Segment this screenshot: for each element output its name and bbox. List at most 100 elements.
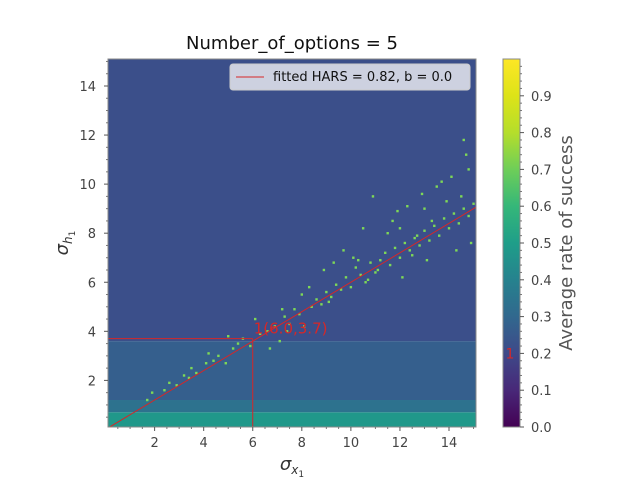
success-cell	[462, 138, 465, 142]
x-tick-label: 2	[150, 436, 158, 451]
success-cell	[217, 354, 220, 358]
colorbar-tick-label: 0.4	[531, 274, 552, 289]
colorbar-tick-label: 0.1	[531, 384, 552, 399]
background-band-3	[108, 59, 476, 342]
success-cell	[364, 281, 367, 284]
success-cell	[285, 330, 289, 333]
success-cell	[447, 227, 451, 230]
colorbar-tick-label: 0.8	[531, 127, 552, 142]
y-axis-label-subsub: 1	[68, 231, 78, 237]
y-axis-ticks: 2 4 6 8 10 12 14	[79, 60, 108, 418]
success-cell	[300, 293, 304, 296]
success-cell	[401, 276, 404, 279]
y-tick-label: 6	[88, 276, 96, 291]
success-cell	[425, 258, 429, 262]
success-cell	[406, 205, 409, 208]
fit-line-group	[108, 206, 476, 427]
y-axis-label-sub: h	[61, 236, 75, 244]
success-cell	[371, 195, 375, 198]
success-cell	[342, 249, 345, 252]
success-cell	[204, 362, 208, 365]
success-cell	[310, 305, 313, 308]
success-cell	[467, 168, 470, 171]
success-cell	[175, 384, 178, 387]
x-axis-label-main: σ	[280, 454, 292, 475]
success-cell	[330, 295, 333, 299]
success-cell	[273, 325, 277, 328]
success-cell	[369, 261, 372, 264]
success-cell	[428, 239, 431, 242]
success-cell	[236, 342, 240, 345]
success-cell	[254, 317, 257, 321]
x-tick-label: 4	[200, 436, 208, 451]
success-cell	[231, 347, 235, 350]
success-cell	[293, 308, 296, 311]
success-cell	[182, 374, 186, 377]
success-cell	[212, 359, 215, 362]
heatmap-background	[108, 59, 476, 427]
y-tick-label: 4	[88, 325, 96, 340]
success-cell	[455, 249, 458, 252]
success-cell	[320, 303, 323, 306]
success-cell	[423, 207, 426, 210]
success-cell	[150, 391, 154, 394]
success-cell	[469, 241, 473, 245]
colorbar-label: Average rate of success	[556, 135, 577, 350]
x-tick-label: 14	[441, 436, 458, 451]
success-cell	[403, 241, 407, 245]
success-cell	[195, 371, 198, 375]
colorbar-tick-label: 0.7	[531, 163, 552, 178]
success-cell	[283, 315, 286, 318]
background-band-0	[108, 412, 476, 427]
success-cell	[391, 219, 394, 223]
success-cell	[303, 325, 306, 328]
success-cell	[224, 362, 227, 365]
success-cell	[408, 249, 411, 252]
success-cell	[398, 227, 402, 230]
success-cell	[227, 335, 230, 338]
colorbar-marker-label: 1	[506, 346, 515, 362]
success-cell	[266, 330, 269, 333]
colorbar-tick-label: 0.6	[531, 200, 552, 215]
success-cell	[374, 271, 377, 274]
success-cell	[420, 192, 424, 196]
colorbar-tick-label: 0.9	[531, 90, 552, 105]
success-cell	[334, 283, 338, 286]
x-tick-label: 6	[249, 436, 257, 451]
legend: fitted HARS = 0.82, b = 0.0	[229, 63, 471, 91]
success-cell	[423, 229, 426, 232]
success-cell	[146, 398, 149, 402]
plot-frame	[107, 58, 477, 428]
chart-title: Number_of_options = 5	[186, 33, 398, 54]
success-cell	[268, 347, 272, 350]
success-cell	[258, 332, 262, 335]
annotation-label: 1(6.0,3.7)	[254, 320, 328, 338]
x-axis-label-sub: x	[290, 463, 299, 477]
success-cell	[249, 344, 252, 348]
fit-line	[108, 206, 476, 427]
success-cell	[354, 266, 357, 269]
success-cell	[430, 219, 434, 223]
x-axis-ticks: 2 4 6 8 10 12 14	[117, 427, 475, 451]
success-cell	[467, 214, 470, 218]
success-cell	[278, 339, 281, 343]
annotation-guides: 1(6.0,3.7)	[108, 320, 327, 427]
success-cell	[332, 261, 335, 264]
success-cell	[438, 234, 441, 237]
success-cell	[384, 251, 387, 255]
colorbar-ticks: 0.0 0.1 0.2 0.3 0.4 0.5 0.6 0.7 0.8 0.9	[520, 65, 552, 436]
success-cell	[207, 352, 210, 355]
success-cell	[435, 185, 438, 188]
success-cell	[307, 285, 311, 289]
success-cell	[442, 217, 446, 220]
background-band-2	[108, 341, 476, 401]
success-cell	[322, 268, 326, 272]
y-tick-label: 14	[79, 80, 96, 95]
success-cell	[325, 290, 328, 294]
legend-box	[229, 63, 471, 91]
success-cells	[146, 138, 475, 402]
success-cell	[187, 376, 191, 380]
colorbar-tick-label: 0.5	[531, 237, 552, 252]
x-axis-label: σx1	[280, 454, 304, 480]
